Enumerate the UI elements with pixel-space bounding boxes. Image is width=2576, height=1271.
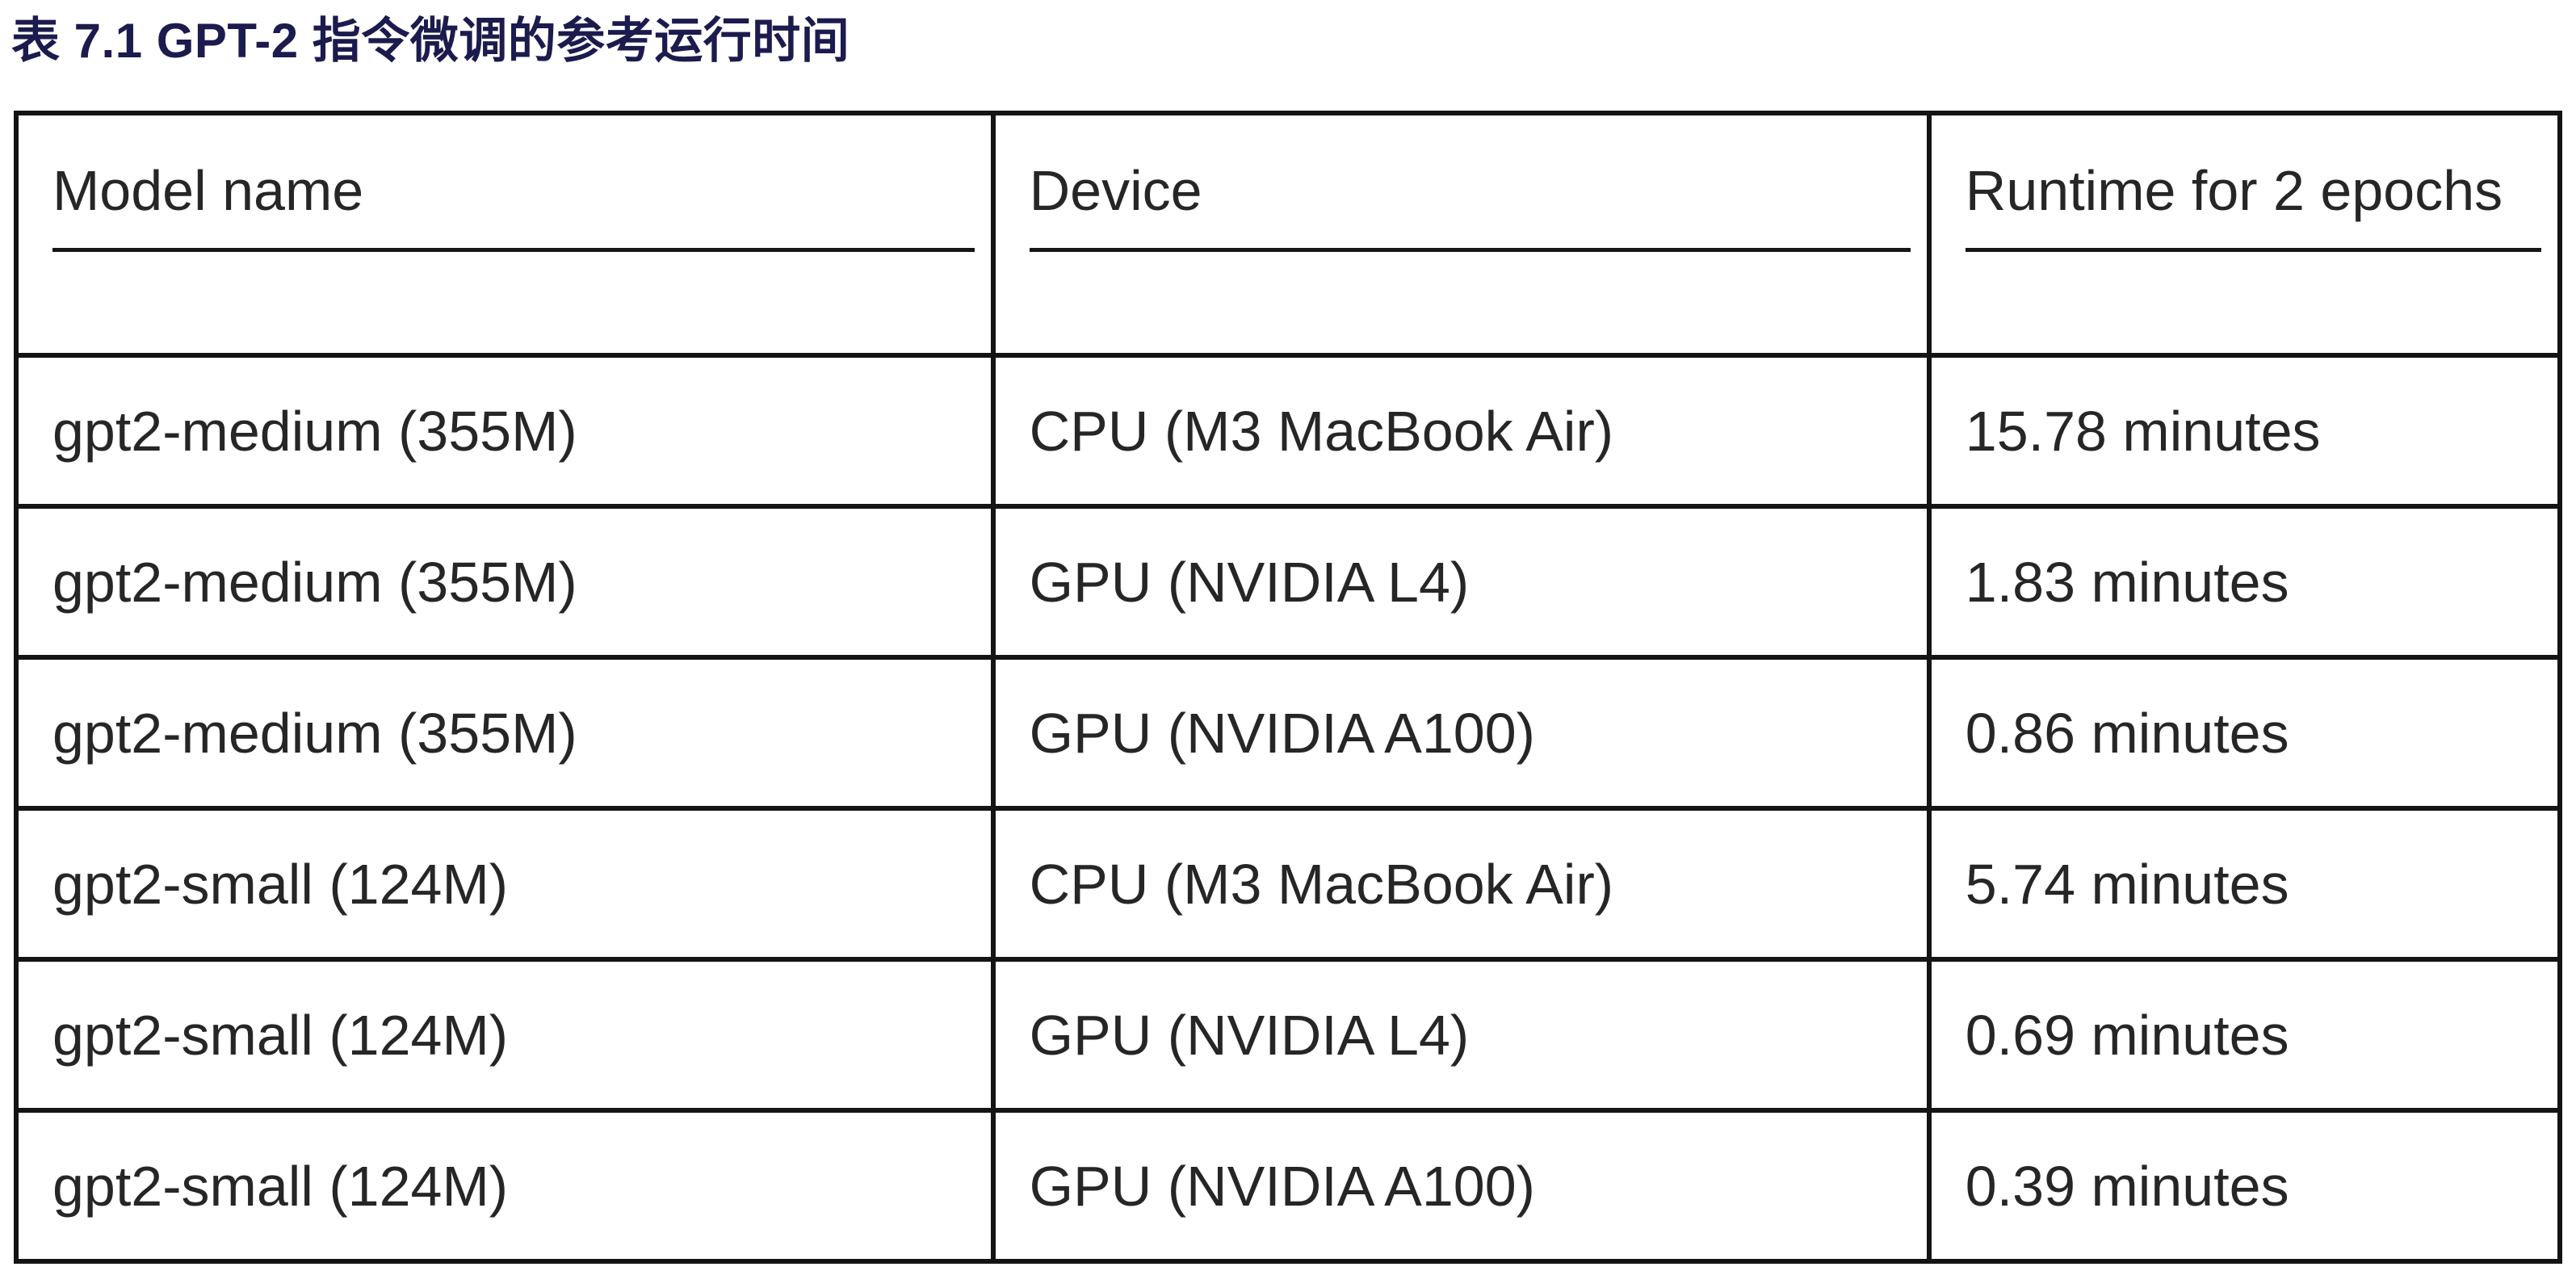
runtime-table: Model name Device Runtime for 2 epochs g… [14, 111, 2563, 1264]
cell-device: CPU (M3 MacBook Air) [990, 353, 1932, 509]
table-row: gpt2-medium (355M) GPU (NVIDIA L4) 1.83 … [14, 504, 2563, 660]
cell-runtime: 5.74 minutes [1926, 806, 2563, 962]
cell-runtime: 0.39 minutes [1926, 1108, 2563, 1264]
cell-device: GPU (NVIDIA L4) [990, 504, 1932, 660]
cell-model-name: gpt2-medium (355M) [14, 504, 996, 660]
table-row: gpt2-small (124M) GPU (NVIDIA L4) 0.69 m… [14, 957, 2563, 1113]
cell-runtime: 0.69 minutes [1926, 957, 2563, 1113]
cell-runtime: 1.83 minutes [1926, 504, 2563, 660]
column-header-label: Runtime for 2 epochs [1965, 159, 2503, 222]
cell-device: GPU (NVIDIA L4) [990, 957, 1932, 1113]
cell-runtime: 0.86 minutes [1926, 655, 2563, 811]
cell-model-name: gpt2-small (124M) [14, 806, 996, 962]
table-row: gpt2-small (124M) GPU (NVIDIA A100) 0.39… [14, 1108, 2563, 1264]
column-header-label: Model name [52, 159, 364, 222]
cell-model-name: gpt2-small (124M) [14, 1108, 996, 1264]
table-row: gpt2-medium (355M) CPU (M3 MacBook Air) … [14, 353, 2563, 509]
table-caption: 表 7.1 GPT-2 指令微调的参考运行时间 [11, 14, 850, 68]
cell-model-name: gpt2-small (124M) [14, 957, 996, 1113]
cell-device: GPU (NVIDIA A100) [990, 655, 1932, 811]
cell-device: GPU (NVIDIA A100) [990, 1108, 1932, 1264]
header-underline [52, 247, 975, 252]
header-row: Model name Device Runtime for 2 epochs [14, 111, 2563, 358]
table-row: gpt2-small (124M) CPU (M3 MacBook Air) 5… [14, 806, 2563, 962]
cell-runtime: 15.78 minutes [1926, 353, 2563, 509]
cell-device: CPU (M3 MacBook Air) [990, 806, 1932, 962]
column-header-device: Device [990, 111, 1932, 358]
header-underline [1965, 247, 2541, 252]
runtime-table-container: Model name Device Runtime for 2 epochs g… [14, 111, 2563, 1264]
column-header-model-name: Model name [14, 111, 996, 358]
header-underline [1029, 247, 1911, 252]
cell-model-name: gpt2-medium (355M) [14, 655, 996, 811]
table-row: gpt2-medium (355M) GPU (NVIDIA A100) 0.8… [14, 655, 2563, 811]
column-header-label: Device [1029, 159, 1202, 222]
cell-model-name: gpt2-medium (355M) [14, 353, 996, 509]
column-header-runtime: Runtime for 2 epochs [1926, 111, 2563, 358]
